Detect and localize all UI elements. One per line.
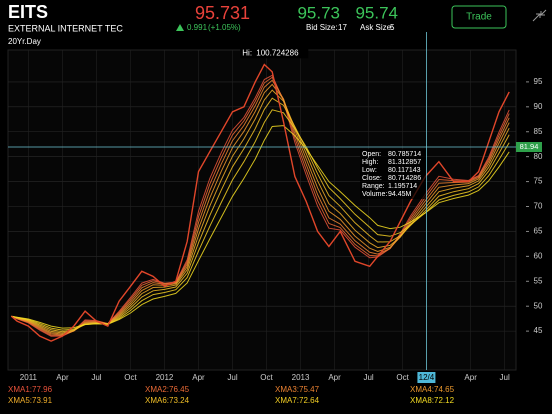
legend-value: 77.96 bbox=[32, 385, 53, 394]
ask-price: 95.74 bbox=[355, 3, 398, 22]
legend-value: 74.65 bbox=[434, 385, 455, 394]
symbol: EITS bbox=[8, 2, 48, 22]
trade-label[interactable]: Trade bbox=[466, 12, 492, 23]
hi-value: 100.724286 bbox=[256, 48, 299, 57]
tooltip-label: Range: bbox=[362, 183, 385, 190]
y-tick-label: 85 bbox=[534, 127, 543, 136]
crosshair-y-label: 81.94 bbox=[520, 142, 539, 151]
tooltip-value: 80.714286 bbox=[388, 175, 421, 182]
average-band bbox=[11, 79, 510, 336]
x-tick-label: Oct bbox=[260, 373, 273, 382]
tooltip-value: 81.312857 bbox=[388, 159, 421, 166]
tooltip-label: Close: bbox=[362, 175, 382, 182]
legend-name: XMA2: bbox=[145, 385, 169, 394]
x-tick-label: Jul bbox=[227, 373, 237, 382]
trade-button[interactable] bbox=[451, 5, 507, 29]
crosshair-x-box bbox=[417, 372, 436, 383]
y-tick-label: 65 bbox=[534, 227, 543, 236]
tooltip-label: Low: bbox=[362, 167, 377, 174]
tooltip-value: 94.45M bbox=[388, 191, 412, 198]
x-tick-label: Jul bbox=[363, 373, 373, 382]
average-band bbox=[11, 125, 510, 329]
bid-size: 17 bbox=[338, 23, 347, 32]
legend-name: XMA1: bbox=[8, 385, 32, 394]
y-tick-label: 45 bbox=[534, 326, 543, 335]
x-tick-label: Apr bbox=[56, 373, 69, 382]
legend-value: 72.64 bbox=[299, 396, 320, 405]
change-pct: (+1.05%) bbox=[208, 23, 241, 32]
legend-name: XMA6: bbox=[145, 396, 169, 405]
x-tick-label: Apr bbox=[464, 373, 477, 382]
legend-value: 72.12 bbox=[434, 396, 455, 405]
y-tick-label: 75 bbox=[534, 177, 543, 186]
change: 0.991 bbox=[187, 23, 208, 32]
ask-size-label: Ask Size: bbox=[360, 23, 393, 32]
tooltip-label: High: bbox=[362, 159, 378, 166]
legend-name: XMA4: bbox=[410, 385, 434, 394]
tooltip-box bbox=[360, 149, 426, 199]
x-tick-label: Apr bbox=[192, 373, 205, 382]
company-name: EXTERNAL INTERNET TEC bbox=[8, 23, 123, 33]
collapse-icon[interactable] bbox=[532, 9, 547, 22]
plot-area bbox=[7, 49, 517, 371]
last-price: 95.731 bbox=[195, 3, 250, 23]
x-tick-label: Jul bbox=[91, 373, 101, 382]
hi-label: Hi: bbox=[242, 48, 252, 57]
legend-value: 75.47 bbox=[299, 385, 320, 394]
ask-size: 5 bbox=[390, 23, 395, 32]
average-band bbox=[11, 74, 510, 337]
legend-name: XMA5: bbox=[8, 396, 32, 405]
legend-value: 73.91 bbox=[32, 396, 53, 405]
y-tick-label: 55 bbox=[534, 276, 543, 285]
average-band bbox=[11, 76, 510, 337]
average-band bbox=[11, 89, 510, 334]
x-tick-label: Jul bbox=[500, 373, 510, 382]
tooltip-label: Volume: bbox=[362, 191, 387, 198]
x-tick-label: 2013 bbox=[292, 373, 310, 382]
bid-size-label: Bid Size: bbox=[306, 23, 338, 32]
tooltip-label: Open: bbox=[362, 151, 381, 158]
crosshair-x-label: 12/4 bbox=[419, 373, 435, 382]
hi-box bbox=[240, 47, 309, 59]
y-tick-label: 90 bbox=[534, 102, 543, 111]
x-tick-label: Oct bbox=[396, 373, 409, 382]
x-tick-label: Oct bbox=[124, 373, 137, 382]
legend-value: 73.24 bbox=[169, 396, 190, 405]
range-label[interactable]: 20Yr.Day bbox=[8, 37, 41, 46]
x-tick-label: Apr bbox=[328, 373, 341, 382]
y-tick-label: 60 bbox=[534, 251, 543, 260]
up-arrow bbox=[176, 24, 184, 31]
legend-name: XMA8: bbox=[410, 396, 434, 405]
tooltip-value: 80.785714 bbox=[388, 151, 421, 158]
x-tick-label: 2011 bbox=[20, 373, 38, 382]
bid-price: 95.73 bbox=[297, 3, 340, 22]
tooltip-value: 1.195714 bbox=[388, 183, 417, 190]
y-tick-label: 80 bbox=[534, 152, 543, 161]
x-tick-label: 2012 bbox=[156, 373, 174, 382]
tooltip-value: 80.117143 bbox=[388, 167, 421, 174]
legend-name: XMA3: bbox=[275, 385, 299, 394]
legend-name: XMA7: bbox=[275, 396, 299, 405]
average-band bbox=[11, 83, 510, 335]
y-tick-label: 50 bbox=[534, 301, 543, 310]
y-tick-label: 70 bbox=[534, 202, 543, 211]
y-tick-label: 95 bbox=[534, 77, 543, 86]
legend-value: 76.45 bbox=[169, 385, 190, 394]
crosshair-y-box bbox=[516, 141, 542, 152]
